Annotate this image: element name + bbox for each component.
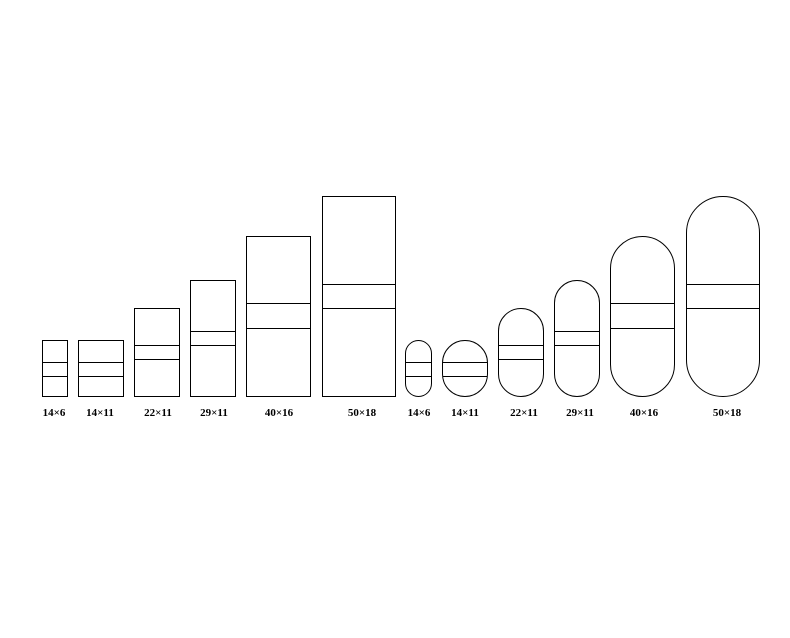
size-label: 40×16 — [265, 407, 294, 419]
size-label: 14×11 — [451, 407, 479, 419]
size-label: 50×18 — [713, 407, 742, 419]
rectangle — [246, 236, 311, 397]
size-label: 22×11 — [144, 407, 172, 419]
rectangle — [322, 196, 396, 397]
capsule — [610, 236, 675, 397]
size-label: 22×11 — [510, 407, 538, 419]
size-label: 14×6 — [408, 407, 431, 419]
capsule — [686, 196, 760, 397]
size-label: 50×18 — [348, 407, 377, 419]
size-label: 29×11 — [200, 407, 228, 419]
rectangle — [42, 340, 68, 397]
rectangle — [78, 340, 124, 397]
size-label: 29×11 — [566, 407, 594, 419]
rectangle — [134, 308, 180, 397]
size-label: 40×16 — [630, 407, 659, 419]
size-label: 14×6 — [43, 407, 66, 419]
capsule — [405, 340, 432, 397]
capsule — [498, 308, 544, 397]
rectangle — [190, 280, 236, 397]
size-label: 14×11 — [86, 407, 114, 419]
capsule — [442, 340, 488, 397]
capsule — [554, 280, 600, 397]
